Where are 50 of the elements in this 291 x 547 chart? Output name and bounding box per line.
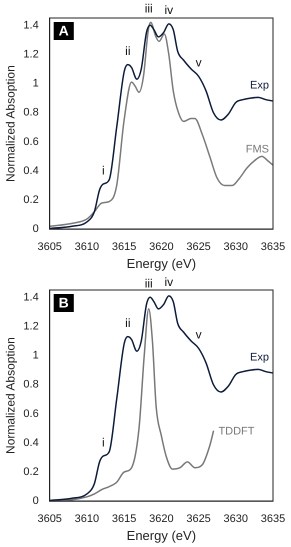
x-axis-title: Energy (eV) (126, 256, 196, 271)
x-tick-label: 3630 (224, 240, 248, 253)
y-tick-label: 0.2 (23, 466, 39, 478)
y-tick-label: 1.4 (23, 291, 39, 304)
annotation: ii (125, 44, 131, 58)
series-label: FMS (246, 144, 269, 156)
y-tick-label: 0.2 (23, 194, 39, 206)
y-tick-label: 0.8 (23, 378, 39, 391)
series-label: Exp (250, 352, 269, 364)
y-axis-title: Normalized Absoption (4, 337, 18, 454)
x-tick-label: 3635 (260, 512, 286, 525)
annotation: v (196, 56, 202, 70)
annotation: iv (164, 3, 174, 18)
x-tick-label: 3615 (112, 512, 136, 525)
annotation: i (102, 435, 105, 450)
y-tick-label: 1 (32, 78, 39, 90)
x-tick-label: 3625 (186, 240, 211, 253)
y-axis-title: Normalized Absoption (4, 65, 18, 182)
annotation: ii (125, 316, 131, 330)
x-tick-label: 3630 (224, 512, 248, 525)
x-tick-label: 3635 (260, 240, 286, 253)
chart-title: B (58, 294, 69, 310)
annotation: iii (144, 276, 153, 291)
y-tick-label: 0.6 (23, 408, 39, 420)
y-tick-label: 0 (32, 223, 39, 236)
x-tick-label: 3610 (74, 240, 100, 253)
series-label: Exp (250, 80, 269, 92)
series-label: TDDFT (218, 425, 255, 438)
chart-title: A (58, 22, 69, 38)
y-tick-label: 0.6 (23, 136, 39, 148)
x-tick-label: 3620 (149, 240, 174, 253)
y-tick-label: 1 (32, 350, 39, 362)
annotation: iii (144, 2, 153, 16)
x-tick-label: 3620 (149, 512, 174, 525)
y-tick-label: 0.8 (23, 106, 39, 119)
annotation: v (196, 328, 202, 342)
y-tick-label: 0.4 (23, 164, 39, 177)
x-tick-label: 3610 (74, 512, 100, 525)
x-tick-label: 3605 (37, 240, 62, 253)
y-tick-label: 1.2 (23, 48, 39, 60)
y-tick-label: 0.4 (23, 436, 39, 449)
x-tick-label: 3605 (37, 512, 62, 525)
x-axis-title: Energy (eV) (126, 528, 196, 543)
x-tick-label: 3615 (112, 240, 136, 253)
annotation: iv (164, 275, 174, 290)
y-tick-label: 1.4 (23, 19, 39, 32)
annotation: i (102, 163, 105, 178)
x-tick-label: 3625 (186, 512, 211, 525)
y-tick-label: 0 (32, 495, 39, 508)
y-tick-label: 1.2 (23, 320, 39, 332)
